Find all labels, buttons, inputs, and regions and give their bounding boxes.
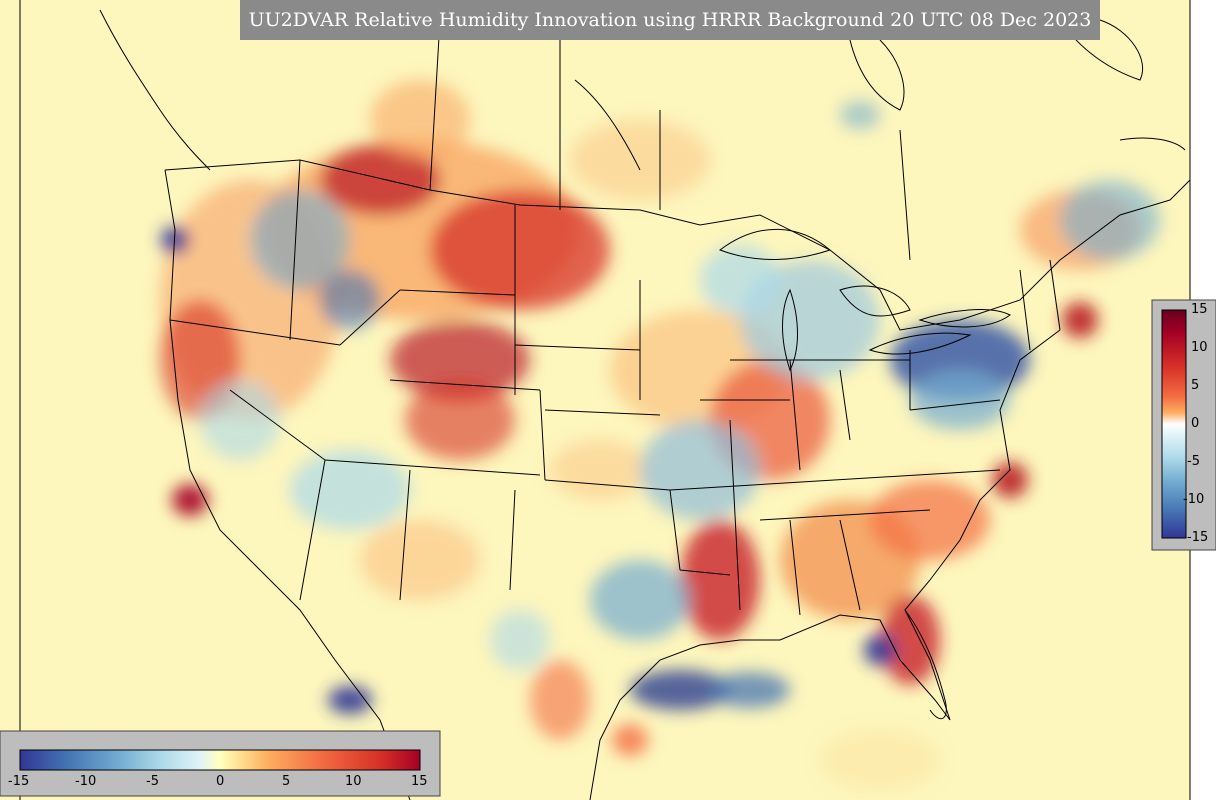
- hcbar-tick: -5: [146, 774, 159, 789]
- hcbar-tick: 0: [216, 774, 225, 789]
- vcbar-tick: -5: [1187, 454, 1200, 469]
- vcbar-tick: 15: [1191, 302, 1208, 317]
- hcbar-tick: 10: [345, 774, 362, 789]
- vcbar-tick: -10: [1183, 492, 1205, 507]
- state-borders: [99, 9, 1191, 800]
- hcbar-tick: -15: [8, 774, 30, 789]
- vcbar-tick: 5: [1191, 378, 1200, 393]
- hcbar-tick: 15: [411, 774, 428, 789]
- hcbar-tick: 5: [282, 774, 291, 789]
- vertical-colorbar-ramp: [1161, 309, 1187, 539]
- innovation-field: [160, 80, 1160, 790]
- vcbar-tick: 0: [1191, 416, 1200, 431]
- map-title: UU2DVAR Relative Humidity Innovation usi…: [240, 0, 1100, 40]
- vcbar-tick: 10: [1191, 340, 1208, 355]
- horizontal-colorbar-ramp: [19, 749, 421, 771]
- hcbar-tick: -10: [75, 774, 97, 789]
- vcbar-tick: -15: [1187, 530, 1209, 545]
